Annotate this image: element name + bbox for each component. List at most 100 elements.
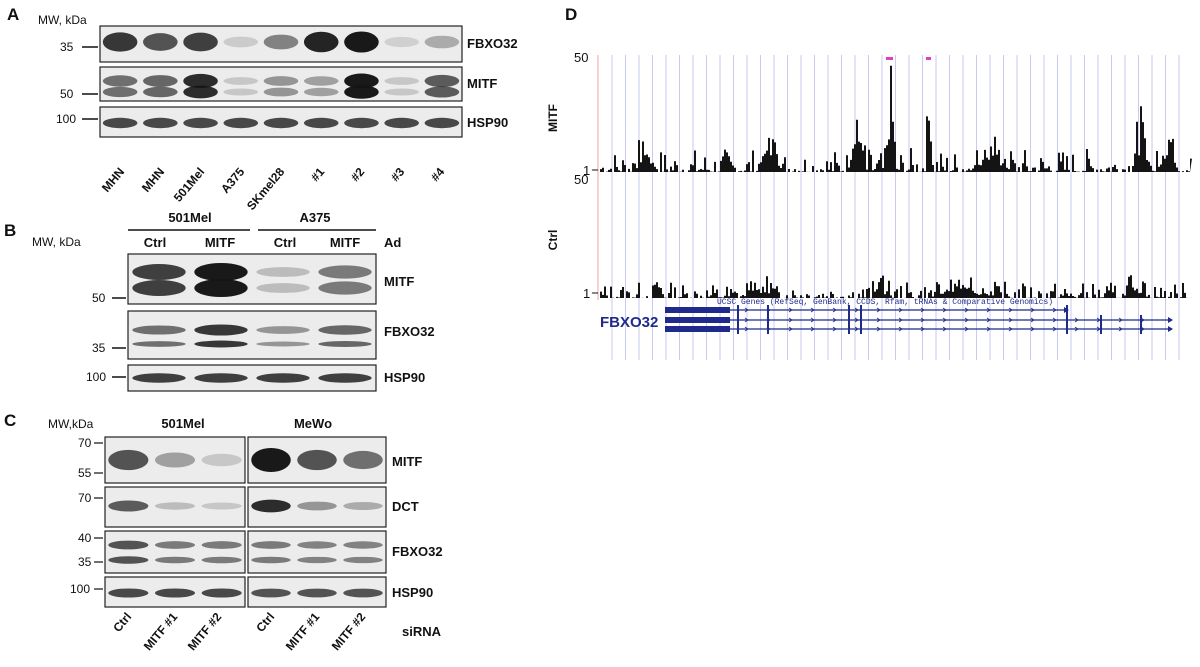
strand-arrow — [1140, 317, 1145, 323]
panel-b-blot-hsp90 — [127, 364, 377, 392]
band-mitf-upper — [344, 73, 379, 89]
panel-a-mw-label: MW, kDa — [38, 13, 87, 27]
strand-arrow — [876, 317, 881, 323]
strand-arrow — [1030, 317, 1035, 323]
band-fbxo32-lower — [343, 556, 383, 564]
band-fbxo32-lower — [132, 341, 186, 347]
strand-arrow — [986, 307, 991, 313]
strand-arrow — [964, 307, 969, 313]
band-fbxo32-lower — [251, 556, 291, 564]
band-hsp90 — [303, 117, 339, 129]
panel-d-grid — [611, 55, 1180, 360]
band-fbxo32 — [223, 36, 259, 48]
panel-c-tick-40: 40 — [78, 531, 92, 545]
strand-arrow — [964, 317, 969, 323]
panel-b-mw-label: MW, kDa — [32, 235, 81, 249]
panel-b-lane-label: MITF — [205, 235, 235, 250]
band-hsp90 — [132, 373, 186, 383]
panel-a-protein-mitf: MITF — [467, 76, 497, 91]
strand-arrow — [898, 307, 903, 313]
strand-arrow — [898, 317, 903, 323]
panel-c-blot-mitf-mewo — [247, 436, 387, 484]
strand-arrow — [942, 317, 947, 323]
strand-arrow — [766, 326, 771, 332]
gene-name-label: FBXO32 — [600, 314, 658, 331]
strand-arrow — [810, 326, 815, 332]
band-mitf-upper — [143, 75, 178, 87]
strand-arrow — [766, 307, 771, 313]
panel-c-lane-label: MITF #2 — [329, 610, 369, 653]
panel-c-blot-hsp90-mewo — [247, 576, 387, 608]
strand-arrow — [788, 307, 793, 313]
band-fbxo32-upper — [194, 324, 248, 336]
strand-arrow — [854, 317, 859, 323]
panel-a-lane-label: 501Mel — [171, 165, 207, 205]
gene-exon — [860, 315, 862, 325]
gene-exon — [1140, 324, 1142, 334]
gene-track-label: UCSC Genes (RefSeq, GenBank, CCDS, Rfam,… — [717, 298, 1053, 307]
band-fbxo32 — [384, 36, 419, 48]
panel-c-lane-label: MITF #1 — [141, 610, 181, 653]
panel-a-lane-label: #2 — [348, 165, 368, 184]
band-hsp90 — [201, 588, 242, 598]
band-hsp90 — [256, 373, 310, 383]
band-mitf-upper — [318, 265, 372, 279]
strand-arrow — [1118, 317, 1123, 323]
band-mitf-upper — [384, 77, 419, 85]
peak-tip-marker — [926, 57, 931, 60]
band-fbxo32-lower — [201, 556, 242, 564]
band-mitf-upper — [183, 73, 218, 89]
panel-a-lane-label: #4 — [428, 165, 448, 184]
band-hsp90 — [102, 117, 138, 129]
panel-c-group-mewo: MeWo — [294, 416, 332, 431]
band-mitf-lower — [183, 85, 218, 99]
band-dct — [251, 499, 291, 513]
band-mitf-upper — [263, 76, 299, 86]
gene-exon — [1066, 324, 1068, 334]
band-mitf — [201, 453, 242, 467]
strand-arrow — [854, 326, 859, 332]
gene-exon — [737, 315, 739, 325]
panel-a-blot-fbxo32 — [99, 25, 463, 63]
gene-exon — [848, 324, 850, 334]
panel-c-blot-dct-501mel — [104, 486, 246, 528]
track-ctrl-signal — [600, 275, 1192, 298]
band-fbxo32 — [102, 32, 138, 52]
peak-tip-marker — [886, 57, 893, 60]
band-fbxo32 — [183, 32, 218, 52]
panel-b-tick-100: 100 — [86, 370, 106, 384]
signal-ctrl — [600, 275, 1192, 298]
strand-arrow — [942, 326, 947, 332]
gene-end-arrow — [1064, 307, 1069, 313]
band-fbxo32-lower — [108, 556, 149, 564]
panel-c-blot-hsp90-501mel — [104, 576, 246, 608]
band-dct — [297, 501, 337, 511]
band-fbxo32-upper — [108, 540, 149, 550]
track-label-ctrl: Ctrl — [546, 230, 560, 251]
band-mitf-lower — [223, 88, 259, 96]
panel-b-lane-label: Ctrl — [274, 235, 296, 250]
gene-end-arrow — [1168, 326, 1173, 332]
panel-b-tick-35: 35 — [92, 341, 106, 355]
strand-arrow — [744, 307, 749, 313]
strand-arrow — [1140, 326, 1145, 332]
panel-c-protein-mitf: MITF — [392, 454, 422, 469]
panel-c-protein-fbxo32: FBXO32 — [392, 544, 443, 559]
band-fbxo32 — [143, 33, 178, 51]
panel-b-blot-mitf — [127, 253, 377, 305]
band-hsp90 — [194, 373, 248, 383]
band-mitf-lower — [344, 85, 379, 99]
panel-c-lane-labels: Ctrl MITF #1 MITF #2 Ctrl MITF #1 MITF #… — [110, 610, 368, 653]
track-mitf-scale-max: 50 — [574, 50, 588, 65]
track-label-mitf: MITF — [546, 104, 560, 132]
strand-arrow — [832, 307, 837, 313]
track-ctrl-scale-min: 1 — [583, 286, 590, 301]
panel-b-blot-fbxo32 — [127, 310, 377, 360]
panel-c-treatment-label: siRNA — [402, 624, 442, 639]
band-fbxo32-lower — [318, 341, 372, 347]
strand-arrow — [744, 317, 749, 323]
panel-b-protein-hsp90: HSP90 — [384, 370, 425, 385]
panel-c-group-501mel: 501Mel — [161, 416, 204, 431]
strand-arrow — [876, 326, 881, 332]
